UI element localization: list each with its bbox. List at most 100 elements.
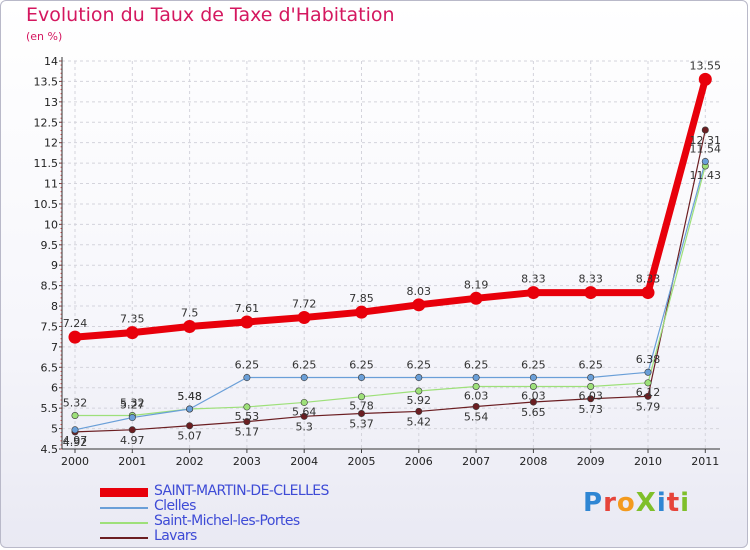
logo-letter: r bbox=[603, 488, 617, 518]
data-label: 6.03 bbox=[521, 390, 546, 403]
data-point bbox=[186, 422, 194, 430]
data-label: 5.64 bbox=[292, 405, 317, 418]
logo-letter: o bbox=[616, 488, 636, 518]
data-label: 5.27 bbox=[120, 399, 145, 412]
data-label: 5.32 bbox=[120, 397, 145, 410]
legend-label: SAINT-MARTIN-DE-CLELLES bbox=[154, 483, 329, 499]
logo-letter: i bbox=[680, 488, 691, 518]
series-lines bbox=[74, 78, 709, 433]
y-tick-label: 13.5 bbox=[34, 75, 59, 88]
data-point bbox=[644, 379, 652, 387]
x-tick-label: 2001 bbox=[118, 455, 146, 468]
data-point bbox=[243, 418, 251, 426]
data-point bbox=[415, 387, 423, 395]
data-point bbox=[472, 383, 480, 391]
proxiti-logo: ProXiti bbox=[583, 488, 690, 518]
data-point bbox=[355, 305, 368, 319]
data-point bbox=[300, 412, 308, 420]
data-point bbox=[587, 374, 595, 382]
data-label: 7.35 bbox=[120, 313, 145, 326]
data-label: 6.25 bbox=[407, 359, 432, 372]
y-tick-label: 5.5 bbox=[41, 402, 59, 415]
logo-letter: X bbox=[635, 488, 657, 518]
data-point bbox=[415, 374, 423, 382]
x-tick-label: 2007 bbox=[462, 455, 490, 468]
data-point bbox=[412, 298, 426, 312]
data-label: 5.53 bbox=[235, 410, 260, 423]
y-tick-label: 12.5 bbox=[34, 116, 59, 129]
series-points bbox=[68, 72, 712, 436]
data-point bbox=[472, 403, 480, 411]
data-label: 6.25 bbox=[521, 359, 546, 372]
data-label: 5.17 bbox=[235, 426, 260, 439]
legend-label: Saint-Michel-les-Portes bbox=[154, 513, 300, 529]
data-point bbox=[641, 286, 655, 300]
data-label: 11.54 bbox=[690, 142, 722, 155]
data-label: 6.25 bbox=[292, 359, 317, 372]
x-tick-label: 2003 bbox=[233, 455, 261, 468]
data-label: 5.37 bbox=[349, 417, 374, 430]
data-point bbox=[128, 414, 136, 422]
data-point bbox=[183, 319, 197, 333]
data-point bbox=[128, 426, 136, 434]
legend-label: Clelles bbox=[154, 498, 196, 514]
data-label: 5.3 bbox=[295, 420, 313, 433]
data-label: 6.25 bbox=[578, 359, 603, 372]
y-tick-label: 10 bbox=[44, 218, 58, 231]
data-point bbox=[243, 374, 251, 382]
data-label: 7.61 bbox=[235, 302, 260, 315]
data-point bbox=[644, 392, 652, 400]
data-label: 7.5 bbox=[181, 306, 199, 319]
data-point bbox=[526, 286, 540, 300]
data-label: 4.97 bbox=[120, 434, 145, 447]
chart-title: Evolution du Taux de Taxe d'Habitation bbox=[26, 4, 395, 26]
data-label: 5.32 bbox=[63, 397, 88, 410]
data-label: 6.38 bbox=[636, 353, 661, 366]
y-tick-label: 12 bbox=[44, 137, 58, 150]
y-tick-label: 4.5 bbox=[41, 443, 59, 456]
y-tick-label: 6 bbox=[51, 382, 58, 395]
data-label: 6.03 bbox=[578, 390, 603, 403]
legend-swatch bbox=[100, 507, 148, 509]
y-tick-label: 11 bbox=[44, 178, 58, 191]
data-label: 6.25 bbox=[235, 359, 260, 372]
y-tick-label: 6.5 bbox=[41, 361, 59, 374]
y-tick-label: 9 bbox=[51, 259, 58, 272]
data-point bbox=[701, 126, 709, 134]
grid-lines bbox=[62, 60, 720, 450]
x-tick-label: 2000 bbox=[61, 455, 89, 468]
legend-swatch bbox=[100, 537, 148, 539]
x-tick-label: 2004 bbox=[290, 455, 318, 468]
data-label: 6.25 bbox=[464, 359, 489, 372]
x-tick-label: 2006 bbox=[405, 455, 433, 468]
data-label: 11.43 bbox=[690, 169, 722, 182]
x-tick-label: 2005 bbox=[348, 455, 376, 468]
data-point bbox=[357, 409, 365, 417]
data-point bbox=[240, 315, 254, 329]
data-point bbox=[529, 398, 537, 406]
axes: 4.5 5 5.5 6 6.5 7 7.5 8 8.5 9 9.5 10 10.5 11 11.5 12 12.… bbox=[34, 55, 720, 468]
logo-letter: t bbox=[666, 488, 681, 518]
x-tick-label: 2009 bbox=[577, 455, 605, 468]
y-tick-label: 11.5 bbox=[34, 157, 59, 170]
legend-swatch bbox=[100, 522, 148, 524]
x-tick-label: 2008 bbox=[519, 455, 547, 468]
x-tick-label: 2002 bbox=[176, 455, 204, 468]
x-tick-label: 2011 bbox=[691, 455, 719, 468]
data-point bbox=[300, 398, 308, 406]
data-label: 5.48 bbox=[177, 390, 202, 403]
data-point bbox=[71, 426, 79, 434]
data-label: 6.25 bbox=[349, 359, 374, 372]
data-label: 5.54 bbox=[464, 411, 489, 424]
data-label: 5.42 bbox=[407, 415, 432, 428]
legend-label: Lavars bbox=[154, 528, 197, 544]
data-label: 6.03 bbox=[464, 390, 489, 403]
data-point bbox=[698, 72, 712, 86]
data-point bbox=[300, 374, 308, 382]
data-label: 5.92 bbox=[407, 394, 432, 407]
data-label: 7.72 bbox=[292, 297, 317, 310]
data-point bbox=[529, 383, 537, 391]
data-label: 8.33 bbox=[636, 273, 661, 286]
